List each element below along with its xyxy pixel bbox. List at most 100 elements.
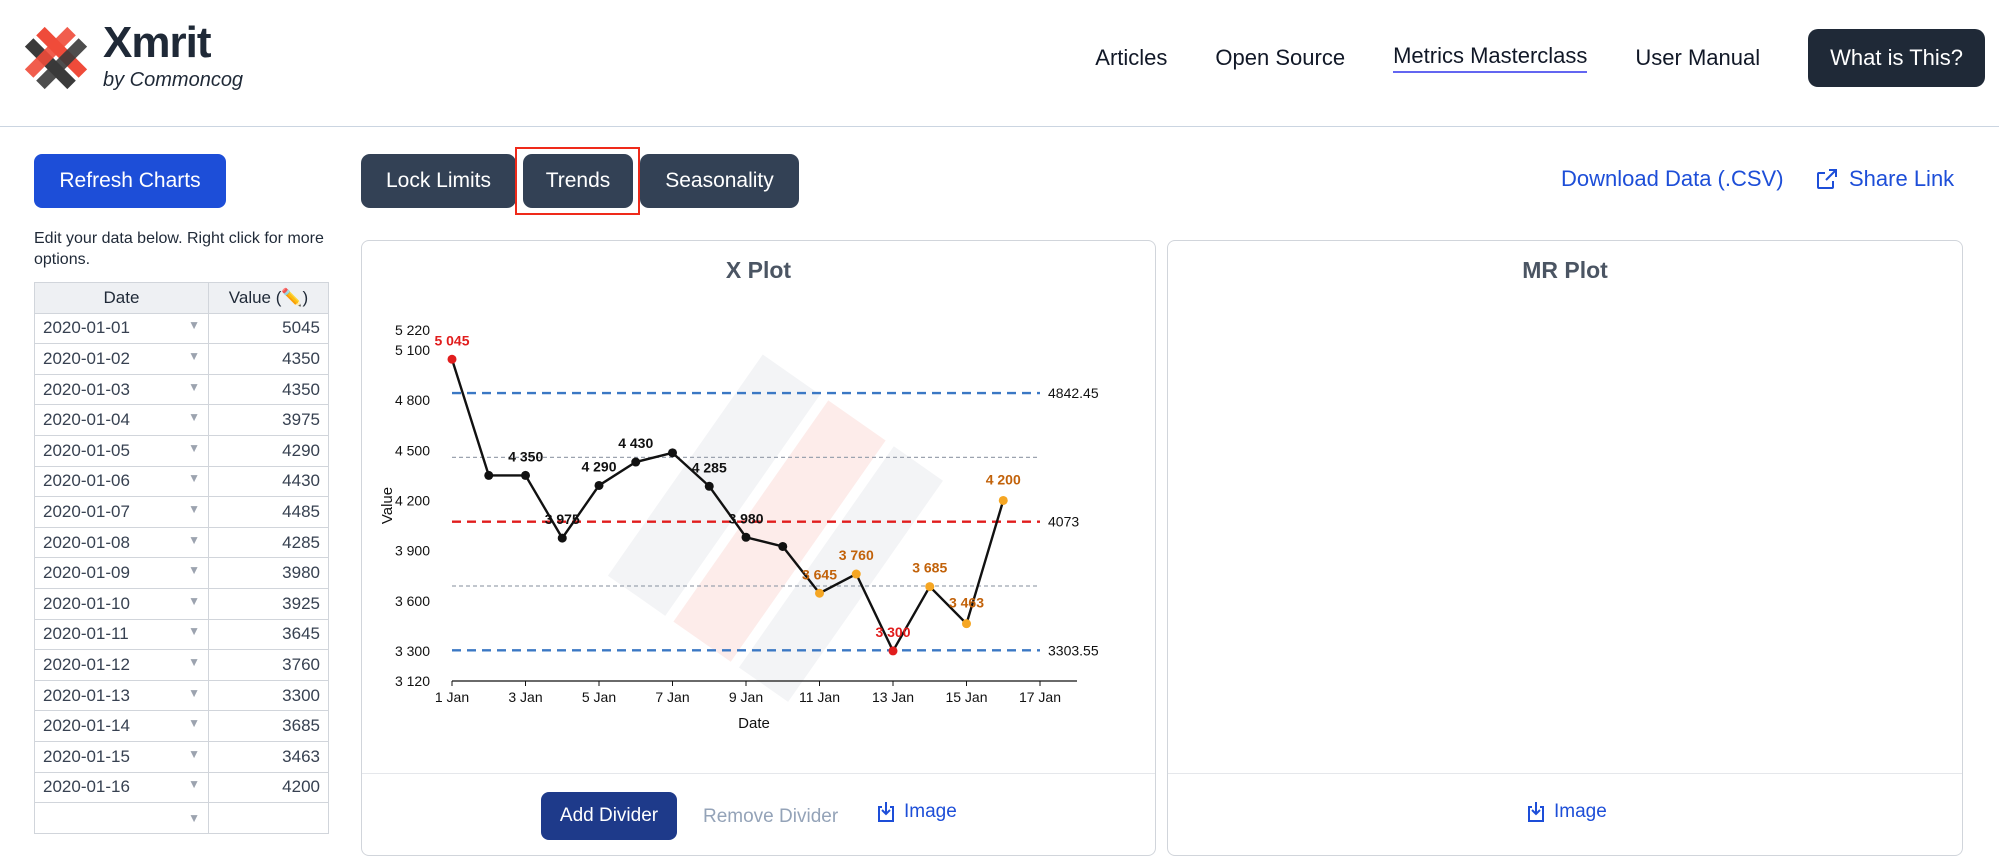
x-plot-x-tick-label: 5 Jan <box>582 689 616 705</box>
x-plot-data-label: 5 045 <box>434 332 469 348</box>
table-row[interactable]: 2020-01-04 ▼ 3975 <box>34 404 329 436</box>
date-cell[interactable]: 2020-01-09 ▼ <box>34 557 209 589</box>
table-row[interactable]: 2020-01-06 ▼ 4430 <box>34 465 329 498</box>
column-header-value[interactable]: Value (✏️) <box>208 282 329 314</box>
date-cell[interactable]: 2020-01-02 ▼ <box>34 343 209 375</box>
dropdown-arrow-icon[interactable]: ▼ <box>188 716 200 731</box>
dropdown-arrow-icon[interactable]: ▼ <box>188 440 200 455</box>
column-header-date[interactable]: Date <box>34 282 209 314</box>
value-cell[interactable]: 4285 <box>208 526 329 559</box>
brand-tagline: by Commoncog <box>103 69 244 91</box>
dropdown-arrow-icon[interactable]: ▼ <box>188 685 200 700</box>
dropdown-arrow-icon[interactable]: ▼ <box>188 746 200 761</box>
add-divider-button[interactable]: Add Divider <box>541 792 677 840</box>
mr-plot-image-button[interactable]: Image <box>1526 801 1607 823</box>
date-cell[interactable]: 2020-01-14 ▼ <box>34 710 209 742</box>
value-cell[interactable]: 3645 <box>208 618 329 651</box>
value-cell[interactable]: 4200 <box>208 771 329 804</box>
date-value: 2020-01-03 <box>43 379 130 399</box>
x-plot-x-tick-label: 9 Jan <box>729 689 763 705</box>
x-plot-watermark-bar <box>607 354 821 616</box>
x-plot-data-label: 3 300 <box>875 624 910 640</box>
x-plot-x-tick-label: 15 Jan <box>945 689 987 705</box>
table-row[interactable]: 2020-01-09 ▼ 3980 <box>34 557 329 589</box>
date-cell[interactable]: 2020-01-04 ▼ <box>34 404 209 436</box>
x-plot-data-point <box>925 582 935 592</box>
x-plot-image-label: Image <box>904 801 957 822</box>
date-cell[interactable]: 2020-01-06 ▼ <box>34 465 209 498</box>
date-value: 2020-01-02 <box>43 348 130 368</box>
data-table: Date Value (✏️) 2020-01-01 ▼ 5045 2020-01-0… <box>34 282 329 834</box>
date-cell[interactable]: 2020-01-07 ▼ <box>34 496 209 528</box>
nav-open-source[interactable]: Open Source <box>1215 45 1346 70</box>
x-plot-x-axis-title: Date <box>738 715 770 732</box>
x-plot-data-point <box>741 532 751 542</box>
date-cell[interactable]: 2020-01-01 ▼ <box>34 312 209 345</box>
date-cell[interactable]: 2020-01-11 ▼ <box>34 618 209 651</box>
nav-user-manual[interactable]: User Manual <box>1635 45 1761 70</box>
mr-plot-footer <box>1168 773 1962 855</box>
dropdown-arrow-icon[interactable]: ▼ <box>188 471 200 486</box>
value-cell[interactable]: 3925 <box>208 587 329 620</box>
x-plot-data-point <box>962 619 971 629</box>
date-value: 2020-01-11 <box>43 624 129 644</box>
dropdown-arrow-icon[interactable]: ▼ <box>188 593 200 608</box>
table-row[interactable]: 2020-01-11 ▼ 3645 <box>34 618 329 651</box>
what-is-this-button[interactable]: What is This? <box>1808 29 1985 87</box>
lock-limits-button[interactable]: Lock Limits <box>361 154 516 208</box>
value-cell[interactable]: 4350 <box>208 343 329 375</box>
download-csv-link[interactable]: Download Data (.CSV) <box>1561 166 1784 191</box>
xmrit-logo-icon[interactable] <box>12 14 100 102</box>
table-row[interactable]: ▼ <box>34 802 329 834</box>
seasonality-button[interactable]: Seasonality <box>640 154 799 208</box>
value-cell[interactable]: 4485 <box>208 496 329 528</box>
date-cell[interactable]: 2020-01-03 ▼ <box>34 373 209 406</box>
x-plot-data-point <box>888 646 898 656</box>
value-cell[interactable]: 3463 <box>208 740 329 773</box>
dropdown-arrow-icon[interactable]: ▼ <box>188 318 200 333</box>
table-row[interactable]: 2020-01-12 ▼ 3760 <box>34 649 329 681</box>
value-cell[interactable]: 4290 <box>208 434 329 467</box>
value-cell[interactable]: 5045 <box>208 312 329 345</box>
x-plot-y-tick-label: 5 220 <box>395 322 430 338</box>
mr-plot-image-label: Image <box>1554 801 1607 822</box>
brand-name[interactable]: Xmrit <box>103 18 211 67</box>
date-cell[interactable]: 2020-01-05 ▼ <box>34 434 209 467</box>
table-row[interactable]: 2020-01-15 ▼ 3463 <box>34 740 329 773</box>
x-plot-image-button[interactable]: Image <box>876 801 957 823</box>
value-cell[interactable]: 3685 <box>208 710 329 742</box>
date-cell[interactable]: 2020-01-12 ▼ <box>34 649 209 681</box>
table-row[interactable]: 2020-01-03 ▼ 4350 <box>34 373 329 406</box>
dropdown-arrow-icon[interactable]: ▼ <box>188 348 200 363</box>
table-row[interactable]: 2020-01-02 ▼ 4350 <box>34 343 329 375</box>
date-cell[interactable]: 2020-01-15 ▼ <box>34 740 209 773</box>
date-value: 2020-01-14 <box>43 716 130 736</box>
dropdown-arrow-icon[interactable]: ▼ <box>188 654 200 669</box>
value-cell[interactable]: 3760 <box>208 649 329 681</box>
table-row[interactable]: 2020-01-07 ▼ 4485 <box>34 496 329 528</box>
dropdown-arrow-icon[interactable]: ▼ <box>188 777 200 792</box>
date-cell[interactable]: ▼ <box>34 802 209 834</box>
table-row[interactable]: 2020-01-05 ▼ 4290 <box>34 434 329 467</box>
nav-metrics-masterclass[interactable]: Metrics Masterclass <box>1393 43 1588 73</box>
share-link[interactable]: Share Link <box>1815 166 1954 192</box>
dropdown-arrow-icon[interactable]: ▼ <box>188 810 200 825</box>
dropdown-arrow-icon[interactable]: ▼ <box>188 410 200 425</box>
remove-divider-button[interactable]: Remove Divider <box>703 806 839 827</box>
dropdown-arrow-icon[interactable]: ▼ <box>188 532 200 547</box>
nav-articles[interactable]: Articles <box>1095 45 1168 70</box>
x-plot-limit-label: 3303.55 <box>1048 642 1099 658</box>
table-row[interactable]: 2020-01-14 ▼ 3685 <box>34 710 329 742</box>
dropdown-arrow-icon[interactable]: ▼ <box>188 379 200 394</box>
dropdown-arrow-icon[interactable]: ▼ <box>188 624 200 639</box>
dropdown-arrow-icon[interactable]: ▼ <box>188 563 200 578</box>
x-plot-x-tick-label: 17 Jan <box>1019 689 1061 705</box>
dropdown-arrow-icon[interactable]: ▼ <box>188 501 200 516</box>
value-cell[interactable]: 3300 <box>208 679 329 712</box>
table-row[interactable]: 2020-01-01 ▼ 5045 <box>34 312 329 345</box>
refresh-charts-button[interactable]: Refresh Charts <box>34 154 226 208</box>
value-cell[interactable]: 4430 <box>208 465 329 498</box>
trends-button[interactable]: Trends <box>523 154 633 208</box>
x-plot-data-label: 3 975 <box>545 511 580 527</box>
value-cell[interactable] <box>208 802 329 834</box>
